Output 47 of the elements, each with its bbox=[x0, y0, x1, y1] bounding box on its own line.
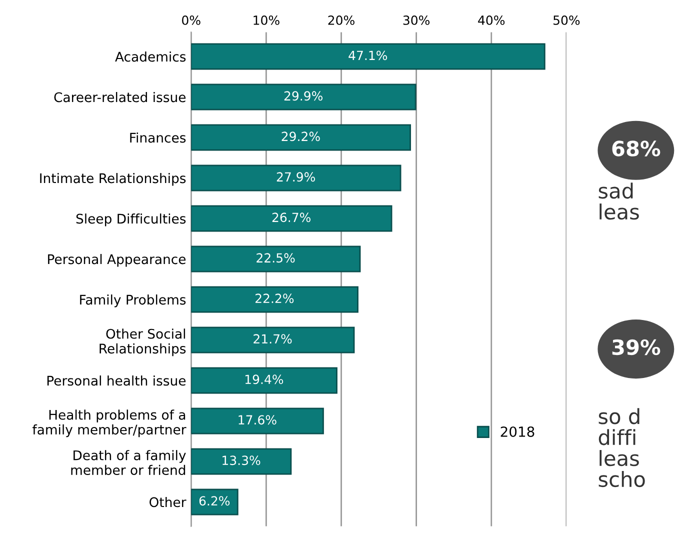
bar bbox=[191, 286, 358, 313]
data-label: 26.7% bbox=[272, 212, 310, 222]
bar bbox=[191, 124, 411, 151]
y-tick-label: Other Social Relationships bbox=[100, 328, 186, 356]
x-tick-label: 50% bbox=[554, 15, 580, 25]
bar bbox=[191, 448, 292, 475]
text: sad leas bbox=[598, 182, 639, 220]
legend-label: 2018 bbox=[500, 426, 534, 437]
data-label: 47.1% bbox=[348, 50, 388, 60]
data-label: 6.2% bbox=[199, 496, 230, 506]
bar bbox=[191, 43, 546, 70]
data-label: 29.9% bbox=[284, 91, 323, 101]
x-tick-label: 30% bbox=[403, 15, 430, 25]
bar bbox=[191, 326, 355, 354]
y-tick-label: Personal Appearance bbox=[48, 254, 186, 267]
bar bbox=[191, 205, 392, 232]
data-label: 22.5% bbox=[256, 253, 295, 263]
bar bbox=[191, 408, 324, 434]
bar bbox=[191, 164, 402, 192]
data-label: 21.7% bbox=[254, 334, 292, 344]
y-tick-label: Intimate Relationships bbox=[40, 172, 186, 186]
data-label: 17.6% bbox=[238, 415, 276, 425]
bar bbox=[191, 488, 238, 516]
x-tick-label: 10% bbox=[254, 15, 280, 25]
text: 39% bbox=[612, 339, 660, 356]
bar bbox=[191, 84, 416, 110]
bar bbox=[191, 367, 338, 394]
data-label: 22.2% bbox=[256, 294, 294, 304]
text: 68% bbox=[612, 140, 660, 156]
data-label: 27.9% bbox=[276, 172, 315, 182]
x-tick-label: 40% bbox=[478, 15, 505, 25]
y-tick-label: Other bbox=[150, 496, 186, 508]
data-label: 29.2% bbox=[282, 132, 320, 142]
y-tick-label: Sleep Difficulties bbox=[76, 213, 186, 226]
y-tick-label: Personal health issue bbox=[47, 375, 186, 386]
data-label: 19.4% bbox=[245, 374, 284, 384]
data-label: 13.3% bbox=[222, 456, 260, 466]
text: so d diffi leas scho bbox=[598, 408, 645, 488]
y-tick-label: Family Problems bbox=[80, 294, 186, 308]
y-tick-label: Finances bbox=[130, 132, 186, 143]
y-tick-label: Health problems of a family member/partner bbox=[32, 410, 186, 438]
y-tick-label: Death of a family member or friend bbox=[71, 450, 186, 476]
x-tick-label: 0% bbox=[182, 15, 200, 25]
x-tick-label: 20% bbox=[328, 15, 354, 25]
bar bbox=[191, 246, 361, 272]
y-tick-label: Career-related issue bbox=[54, 92, 186, 102]
y-tick-label: Academics bbox=[115, 52, 186, 62]
